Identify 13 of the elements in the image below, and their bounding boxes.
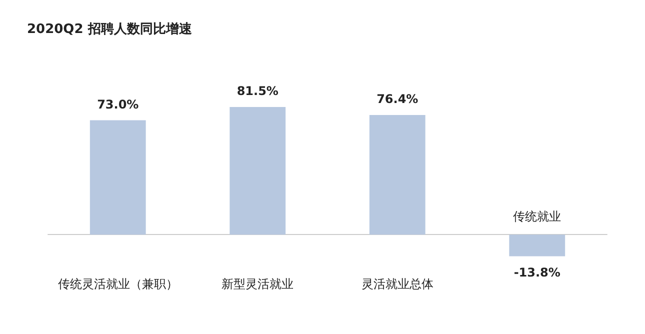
bar [90, 120, 146, 235]
bar [369, 114, 426, 235]
data-label: 76.4% [376, 92, 418, 106]
data-label: -13.8% [514, 265, 560, 280]
bar [230, 106, 286, 235]
chart-title: 2020Q2 招聘人数同比增速 [27, 22, 193, 37]
x-tick-label: 灵活就业总体 [361, 277, 434, 291]
data-label: 81.5% [236, 84, 278, 98]
x-tick-label: 传统灵活就业（兼职） [58, 277, 178, 291]
bar [509, 234, 566, 256]
x-tick-label: 新型灵活就业 [222, 277, 294, 291]
x-tick-label: 传统就业 [513, 210, 562, 224]
data-label: 73.0% [97, 97, 139, 112]
